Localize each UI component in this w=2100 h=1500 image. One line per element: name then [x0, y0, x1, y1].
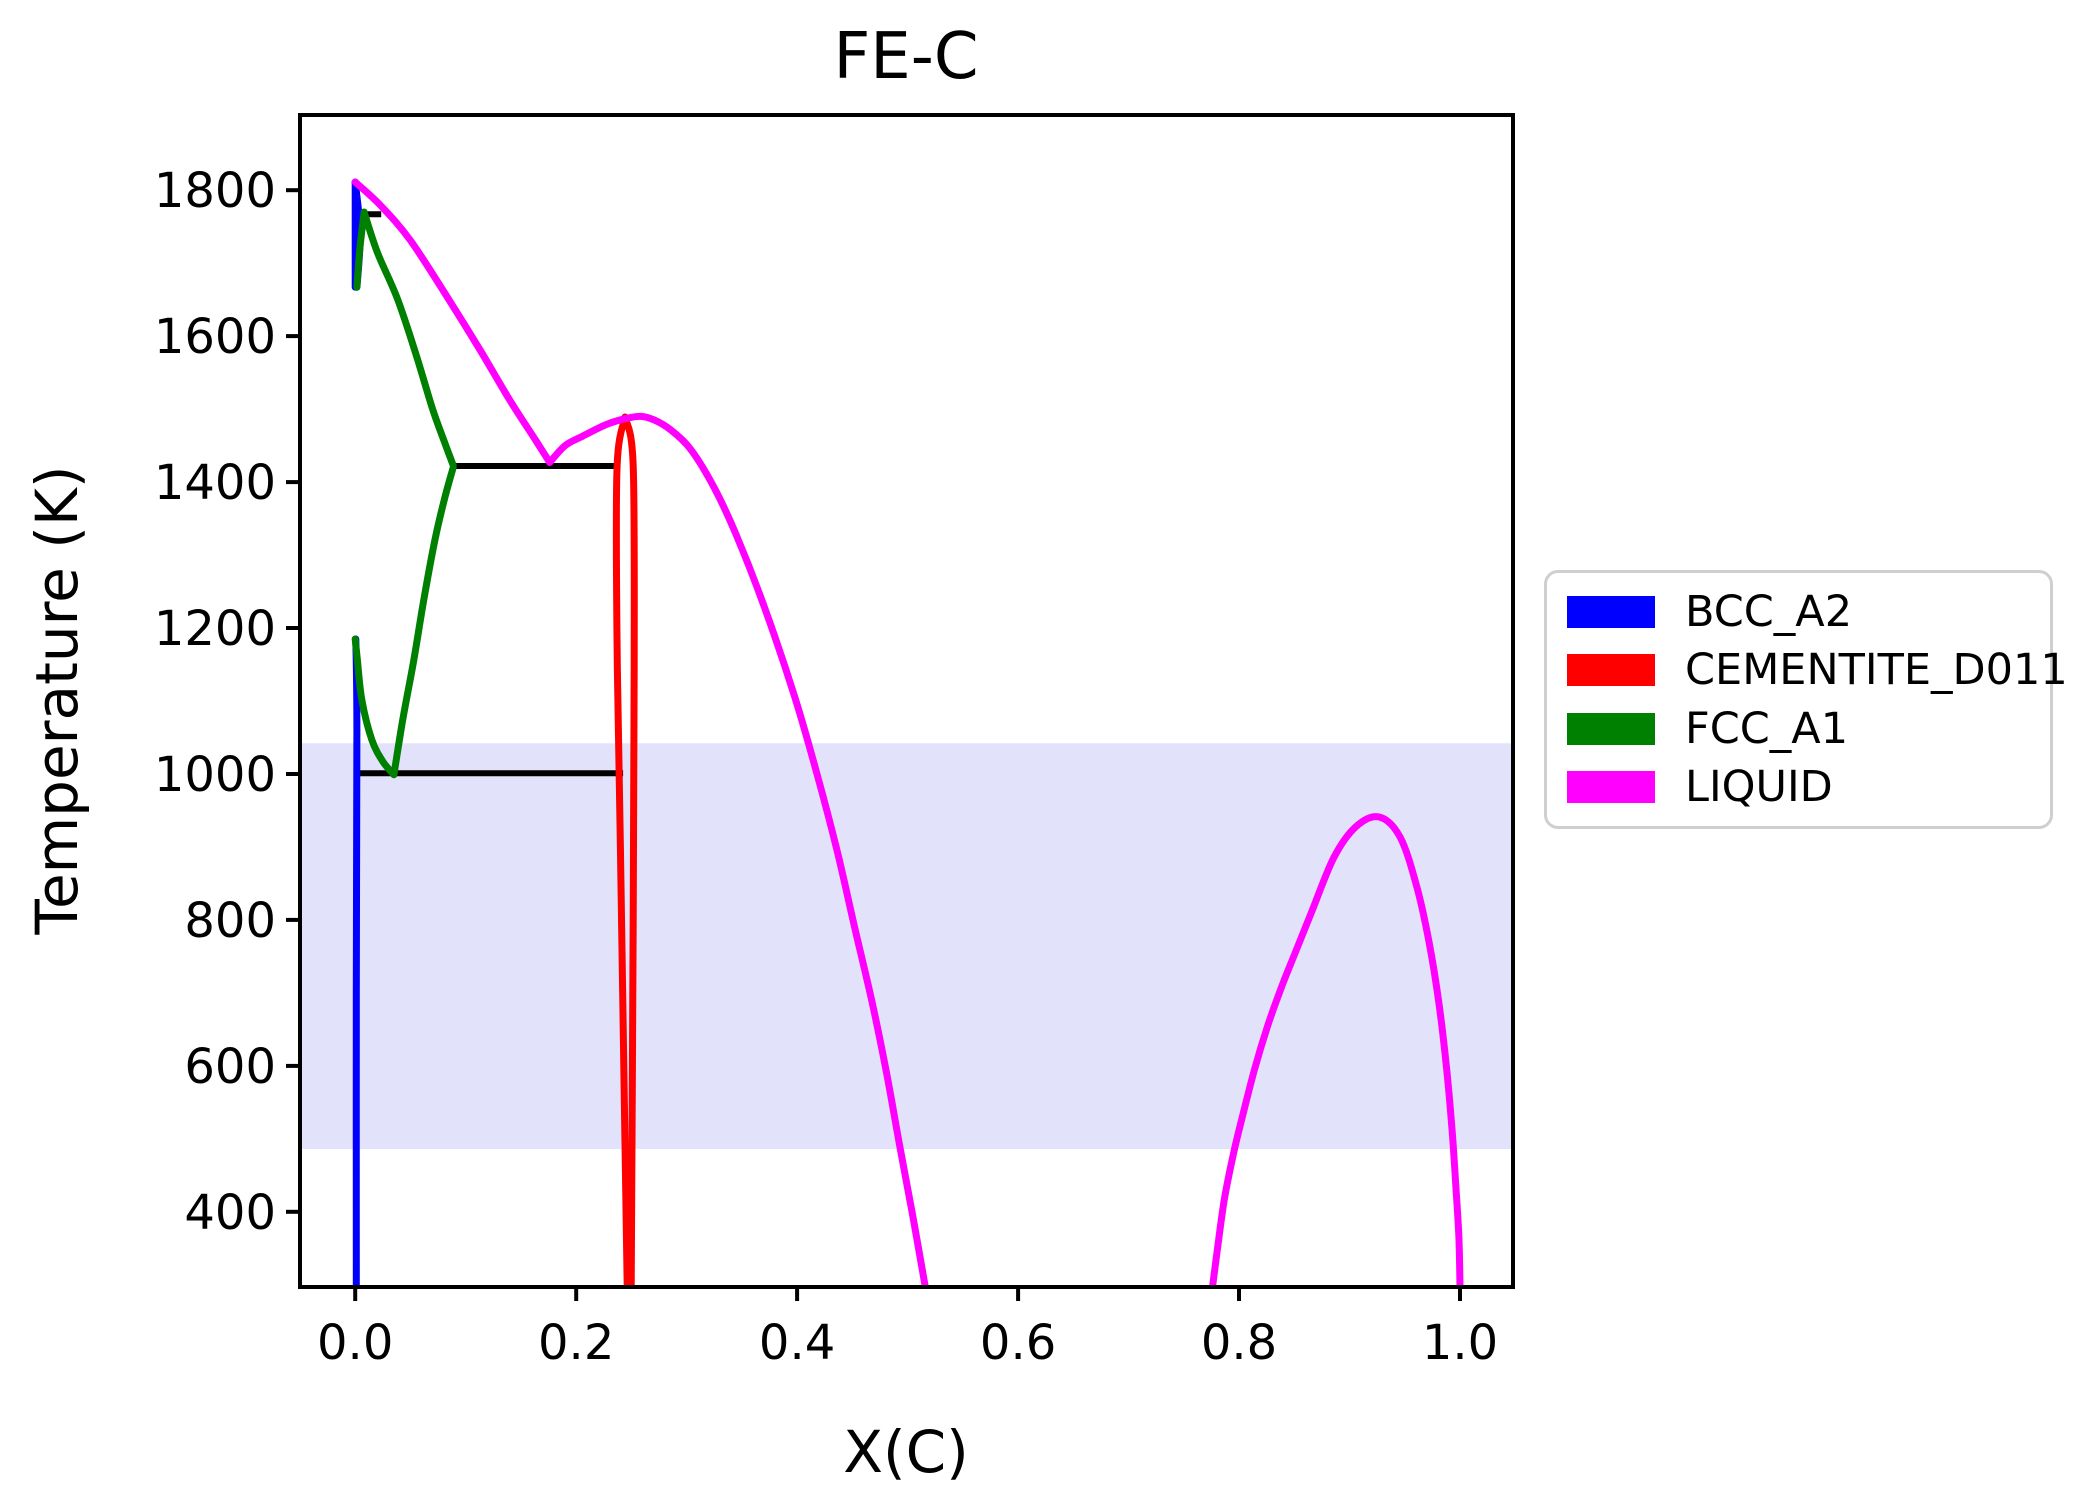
series-FCC_A1-path-3 [390, 464, 457, 779]
x-tick-label: 0.0 [317, 1315, 393, 1371]
y-tick-label: 1200 [154, 601, 276, 657]
y-tick-label: 1400 [154, 455, 276, 511]
y-tick-label: 1000 [154, 747, 276, 803]
x-axis-label: X(C) [843, 1418, 969, 1486]
chart-title: FE-C [833, 20, 979, 94]
legend-item-bcc-a2: BCC_A2 [1547, 587, 2050, 637]
series-LIQUID-path-0 [351, 178, 554, 466]
y-axis-label: Temperature (K) [23, 465, 91, 935]
series-FCC_A1-path-2 [351, 635, 398, 779]
legend-label: BCC_A2 [1685, 587, 1853, 638]
legend-item-liquid: LIQUID [1547, 762, 2050, 812]
series-CEMENTITE_D011-path-1 [621, 413, 638, 1287]
y-tick-label: 600 [184, 1039, 276, 1095]
series-LIQUID-path-2 [1209, 813, 1464, 1287]
legend-item-fcc-a1: FCC_A1 [1547, 704, 2050, 754]
legend-swatch-fcc-a1 [1567, 712, 1655, 745]
x-tick-label: 1.0 [1422, 1315, 1498, 1371]
x-tick-label: 0.6 [980, 1315, 1056, 1371]
series-FCC_A1-path-1 [360, 208, 457, 469]
legend-label: CEMENTITE_D011 [1685, 645, 2068, 696]
legend-item-cementite-d011: CEMENTITE_D011 [1547, 645, 2068, 695]
series-CEMENTITE_D011-path-0 [612, 413, 631, 1287]
legend-label: FCC_A1 [1685, 703, 1849, 754]
axes-spines [298, 113, 1515, 1289]
series-BCC_A2-path-2 [352, 635, 361, 1287]
x-tick-label: 0.2 [538, 1315, 614, 1371]
legend-label: LIQUID [1685, 761, 1833, 812]
series-LIQUID-path-1 [546, 412, 929, 1287]
legend-box: BCC_A2 CEMENTITE_D011 FCC_A1 LIQUID [1544, 570, 2068, 829]
y-tick-label: 400 [184, 1185, 276, 1241]
legend-swatch-liquid [1567, 770, 1655, 803]
x-tick-label: 0.8 [1201, 1315, 1277, 1371]
y-tick-label: 1800 [154, 163, 276, 219]
temperature-highlight-band [300, 743, 1513, 1149]
y-tick-label: 1600 [154, 309, 276, 365]
y-tick-label: 800 [184, 893, 276, 949]
legend-swatch-bcc-a2 [1567, 596, 1655, 629]
x-tick-label: 0.4 [759, 1315, 835, 1371]
legend-swatch-cementite-d011 [1567, 654, 1655, 687]
